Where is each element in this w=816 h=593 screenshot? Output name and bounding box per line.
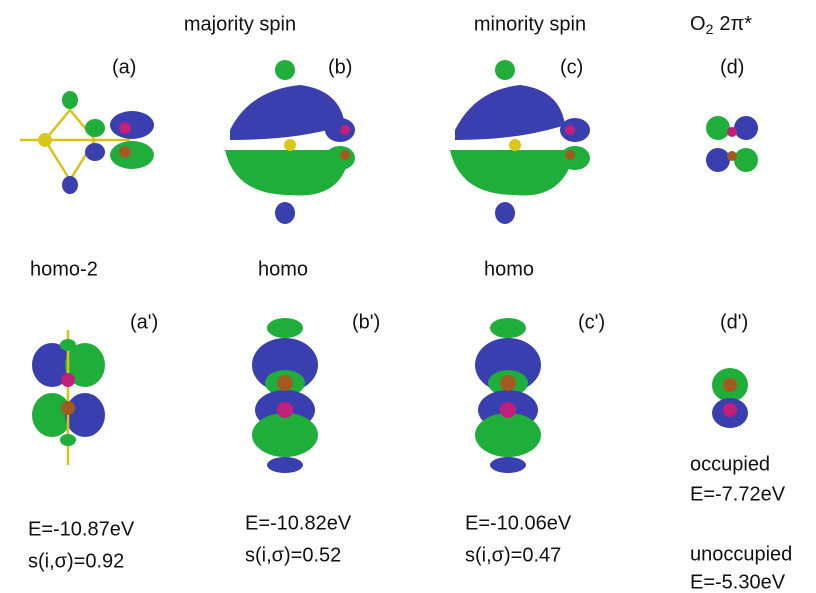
- orbital-a: [20, 91, 154, 194]
- o2-rest: 2π*: [719, 13, 752, 35]
- panel-label: (b'): [352, 311, 380, 333]
- orbital-name: homo-2: [30, 258, 98, 280]
- panel-label: (d'): [720, 311, 748, 333]
- orbital-d: [706, 116, 758, 172]
- energy: E=-10.06eV: [465, 512, 572, 534]
- o2-state: unoccupied: [690, 543, 792, 565]
- orbital-c-prime: [475, 318, 541, 473]
- panel-label: (a'): [130, 311, 158, 333]
- panel-label: (b): [328, 56, 352, 78]
- header-o2: O2 2π*: [690, 13, 752, 36]
- panel-label: (c'): [578, 311, 605, 333]
- orbital-a-prime: [32, 330, 105, 465]
- orbital-d-prime: [712, 368, 748, 428]
- overlap: s(i,σ)=0.92: [28, 550, 124, 572]
- orbital-name: homo: [258, 258, 308, 280]
- header-majority: majority spin: [184, 13, 296, 35]
- o2-energy: E=-7.72eV: [690, 483, 786, 505]
- header-minority: minority spin: [474, 13, 586, 35]
- energy: E=-10.82eV: [245, 512, 352, 534]
- o2-base: O: [690, 13, 706, 35]
- overlap: s(i,σ)=0.52: [245, 544, 341, 566]
- o2-energy: E=-5.30eV: [690, 571, 786, 593]
- orbital-b-prime: [252, 318, 318, 473]
- o2-sub: 2: [706, 21, 714, 37]
- orbital-b: [225, 60, 355, 224]
- energy: E=-10.87eV: [28, 518, 135, 540]
- panel-label: (a): [112, 56, 136, 78]
- o2-state: occupied: [690, 453, 770, 475]
- panel-label: (c): [560, 56, 583, 78]
- overlap: s(i,σ)=0.47: [465, 544, 561, 566]
- orbital-name: homo: [484, 258, 534, 280]
- panel-label: (d): [720, 56, 744, 78]
- orbital-c: [450, 60, 590, 224]
